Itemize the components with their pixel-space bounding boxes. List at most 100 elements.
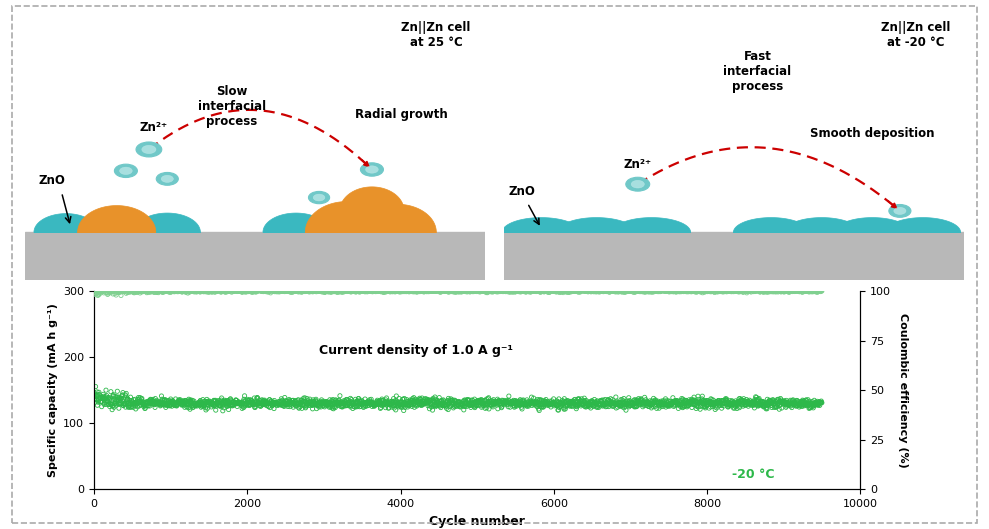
Point <box>292 398 308 406</box>
Point <box>426 287 442 296</box>
Point <box>627 287 643 296</box>
Point <box>670 400 685 408</box>
Point <box>758 287 773 296</box>
Point <box>484 401 499 409</box>
Point <box>285 288 301 296</box>
Point <box>440 287 456 295</box>
Point <box>549 288 565 296</box>
Point <box>475 287 491 295</box>
Point <box>211 400 226 409</box>
Point <box>112 396 128 405</box>
Point <box>473 287 489 296</box>
Point <box>537 287 553 295</box>
Point <box>299 399 315 408</box>
Point <box>175 286 191 295</box>
Point <box>726 398 742 407</box>
Point <box>90 291 106 299</box>
Point <box>531 405 547 413</box>
Point <box>246 286 262 295</box>
Point <box>296 286 312 295</box>
Point <box>641 400 657 408</box>
Point <box>629 286 645 294</box>
Point <box>671 286 686 295</box>
Point <box>121 402 136 410</box>
Point <box>231 287 247 295</box>
Point <box>598 287 614 295</box>
Point <box>546 402 562 410</box>
Point <box>237 402 253 410</box>
Point <box>457 286 473 295</box>
Point <box>211 286 226 295</box>
Point <box>788 397 804 406</box>
Point <box>337 397 353 405</box>
Point <box>536 396 552 405</box>
Point <box>171 398 187 406</box>
Point <box>397 286 412 295</box>
Point <box>107 286 123 295</box>
Point <box>94 393 110 401</box>
Point <box>144 287 160 295</box>
Point <box>617 402 633 411</box>
Point <box>188 287 204 296</box>
Point <box>436 402 452 410</box>
Point <box>672 288 687 296</box>
Point <box>639 397 655 406</box>
Point <box>317 288 333 297</box>
Point <box>112 395 128 403</box>
Point <box>122 287 137 295</box>
Point <box>212 286 227 294</box>
Point <box>263 397 279 405</box>
Point <box>261 402 277 410</box>
Point <box>337 287 353 295</box>
Point <box>653 287 669 295</box>
Point <box>577 287 592 295</box>
Point <box>464 286 480 294</box>
Point <box>590 286 606 294</box>
Point <box>190 399 206 408</box>
Point <box>606 287 622 296</box>
Point <box>315 399 331 408</box>
Point <box>632 400 648 409</box>
Point <box>365 287 381 296</box>
Point <box>425 396 441 405</box>
Point <box>599 402 615 411</box>
Point <box>383 399 399 407</box>
Point <box>659 287 674 296</box>
Point <box>428 286 444 294</box>
Point <box>144 396 160 405</box>
Point <box>155 396 171 405</box>
Point <box>282 403 298 411</box>
Point <box>224 401 239 409</box>
Point <box>168 400 184 409</box>
Point <box>708 287 724 295</box>
Point <box>173 286 189 295</box>
Point <box>159 286 175 295</box>
Point <box>179 399 195 408</box>
Point <box>634 286 650 294</box>
Point <box>404 286 419 295</box>
Point <box>696 286 712 295</box>
Point <box>506 287 522 295</box>
Point <box>90 390 106 399</box>
Point <box>118 390 134 399</box>
Point <box>462 287 478 296</box>
Point <box>484 287 499 295</box>
Point <box>602 287 618 296</box>
Point <box>124 403 139 412</box>
Point <box>153 398 169 406</box>
Point <box>708 397 724 406</box>
Point <box>593 397 609 405</box>
Point <box>578 287 593 295</box>
Point <box>445 287 461 296</box>
Point <box>143 287 159 296</box>
Point <box>799 400 815 409</box>
Point <box>459 402 475 411</box>
Point <box>388 406 404 414</box>
Point <box>471 397 487 405</box>
Point <box>169 402 185 410</box>
Point <box>362 396 378 404</box>
Point <box>267 287 283 296</box>
Point <box>645 400 661 409</box>
Point <box>403 287 418 295</box>
Point <box>135 288 150 296</box>
